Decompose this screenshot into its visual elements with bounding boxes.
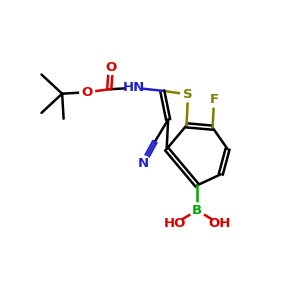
- Text: N: N: [137, 157, 149, 170]
- Text: HN: HN: [123, 81, 146, 94]
- Circle shape: [212, 216, 226, 231]
- Text: F: F: [209, 93, 219, 106]
- Text: HO: HO: [164, 217, 186, 230]
- Circle shape: [80, 85, 94, 100]
- Circle shape: [168, 216, 182, 231]
- Circle shape: [190, 203, 205, 218]
- Text: S: S: [183, 88, 193, 101]
- Circle shape: [181, 87, 195, 102]
- Circle shape: [136, 156, 151, 170]
- Text: O: O: [105, 61, 116, 74]
- Circle shape: [103, 60, 118, 75]
- Text: B: B: [192, 204, 202, 217]
- Circle shape: [207, 92, 221, 107]
- Text: OH: OH: [208, 217, 230, 230]
- Text: O: O: [82, 86, 93, 99]
- Circle shape: [127, 80, 142, 95]
